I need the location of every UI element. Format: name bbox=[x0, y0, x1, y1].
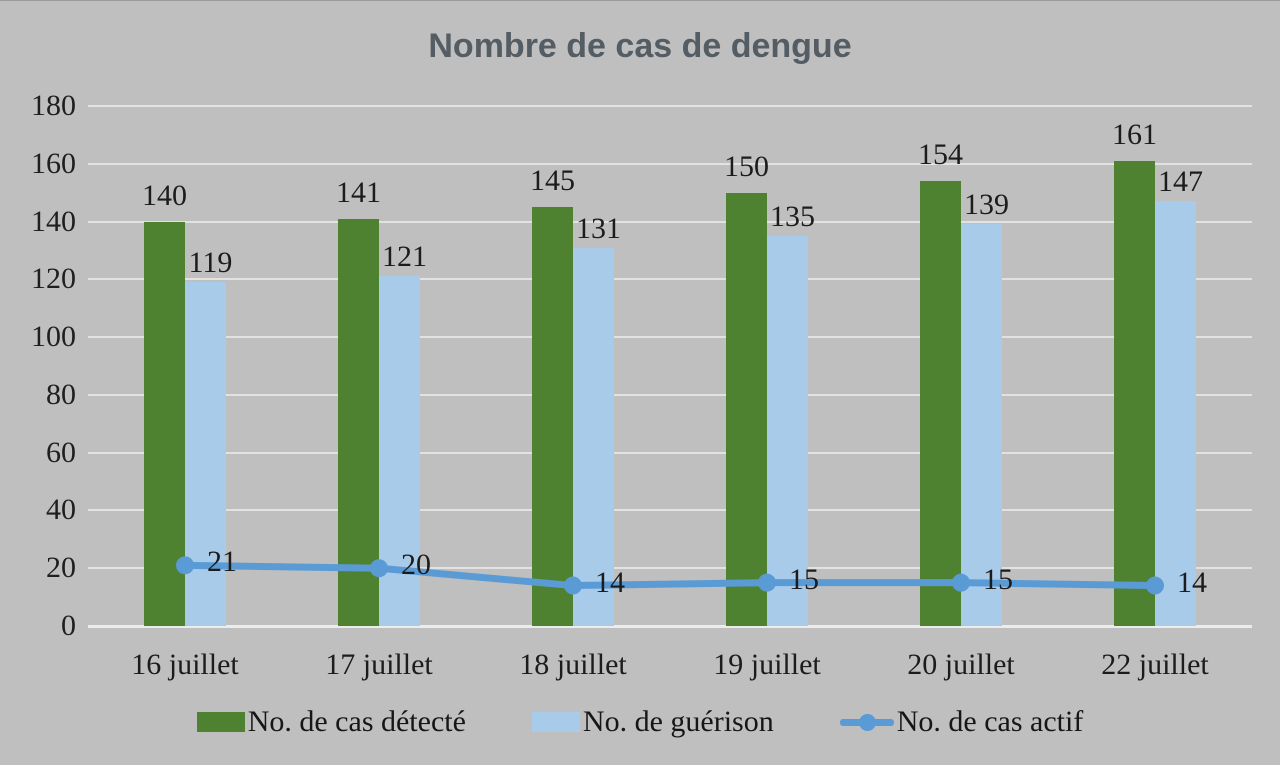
x-tick-label: 18 juillet bbox=[519, 648, 627, 681]
gridline bbox=[88, 451, 1252, 454]
line-value-label: 14 bbox=[595, 565, 625, 599]
line-marker bbox=[1146, 576, 1164, 595]
line-value-label: 15 bbox=[983, 562, 1013, 596]
chart-title: Nombre de cas de dengue bbox=[428, 27, 852, 65]
line-marker bbox=[176, 556, 194, 575]
bar-value-label: 140 bbox=[142, 178, 187, 212]
line-value-label: 21 bbox=[207, 545, 237, 579]
legend-label: No. de cas détecté bbox=[247, 705, 466, 738]
line-path bbox=[181, 561, 1159, 590]
y-tick-label: 0 bbox=[61, 609, 76, 642]
bar-no-de-cas-detecte bbox=[532, 207, 573, 626]
bar-no-de-cas-detecte bbox=[1114, 160, 1155, 626]
y-tick-label: 40 bbox=[46, 493, 76, 527]
legend-swatch-bar bbox=[196, 712, 245, 732]
y-tick-label: 80 bbox=[46, 377, 76, 411]
line-marker bbox=[564, 576, 582, 595]
line-marker bbox=[370, 559, 388, 578]
legend-item-no-de-guerison: No. de guérison bbox=[531, 705, 774, 739]
gridline bbox=[88, 278, 1252, 281]
chart-legend: No. de cas détecté No. de guérison No. de … bbox=[0, 705, 1280, 739]
gridline bbox=[88, 509, 1252, 512]
legend-swatch-line bbox=[839, 711, 894, 733]
x-tick-label: 22 juillet bbox=[1101, 648, 1209, 681]
legend-item-no-de-cas-detecte: No. de cas détecté bbox=[196, 705, 466, 739]
x-tick-label: 17 juillet bbox=[325, 648, 433, 681]
x-tick-label: 20 juillet bbox=[907, 648, 1015, 681]
line-value-label: 20 bbox=[401, 548, 431, 582]
y-tick-label: 180 bbox=[31, 89, 76, 122]
x-tick-label: 19 juillet bbox=[713, 648, 821, 681]
line-marker bbox=[758, 573, 776, 592]
bar-no-de-cas-detecte bbox=[144, 221, 185, 626]
gridline bbox=[88, 105, 1252, 107]
gridline bbox=[88, 393, 1252, 396]
gridline bbox=[88, 220, 1252, 223]
line-value-label: 14 bbox=[1177, 565, 1207, 599]
legend-label: No. de guérison bbox=[582, 705, 774, 738]
y-tick-label: 60 bbox=[46, 435, 76, 469]
bar-no-de-cas-detecte bbox=[920, 181, 961, 626]
y-tick-label: 160 bbox=[31, 146, 76, 180]
legend-line-marker bbox=[858, 714, 876, 731]
x-tick-label: 16 juillet bbox=[131, 648, 239, 681]
bar-value-label: 147 bbox=[1158, 165, 1203, 199]
bar-value-label: 150 bbox=[724, 149, 769, 183]
y-tick-label: 140 bbox=[31, 204, 76, 238]
legend-swatch-bar bbox=[531, 712, 580, 732]
gridline bbox=[88, 567, 1252, 570]
bar-no-de-guerison bbox=[1155, 201, 1196, 626]
bar-no-de-guerison bbox=[767, 236, 808, 626]
legend-label: No. de cas actif bbox=[896, 705, 1084, 738]
bar-no-de-guerison bbox=[961, 224, 1002, 626]
gridline bbox=[88, 162, 1252, 165]
line-marker bbox=[952, 573, 970, 592]
bar-no-de-guerison bbox=[573, 247, 614, 626]
y-tick-label: 20 bbox=[46, 551, 76, 585]
legend-item-no-de-cas-actif: No. de cas actif bbox=[839, 705, 1084, 739]
bar-no-de-cas-detecte bbox=[726, 192, 767, 626]
bar-value-label: 139 bbox=[964, 188, 1009, 222]
x-axis-line bbox=[88, 625, 1252, 628]
bar-value-label: 121 bbox=[382, 240, 427, 274]
bar-value-label: 131 bbox=[576, 211, 621, 245]
bar-value-label: 141 bbox=[336, 175, 381, 209]
y-tick-label: 120 bbox=[31, 262, 76, 296]
bar-value-label: 135 bbox=[770, 200, 815, 233]
gridline bbox=[88, 336, 1252, 339]
bar-value-label: 161 bbox=[1112, 117, 1157, 151]
bar-value-label: 119 bbox=[188, 246, 233, 280]
y-tick-label: 100 bbox=[31, 320, 76, 354]
line-value-label: 15 bbox=[789, 562, 819, 596]
bar-value-label: 154 bbox=[918, 138, 963, 172]
bar-no-de-cas-detecte bbox=[338, 218, 379, 626]
bar-value-label: 145 bbox=[530, 164, 575, 198]
